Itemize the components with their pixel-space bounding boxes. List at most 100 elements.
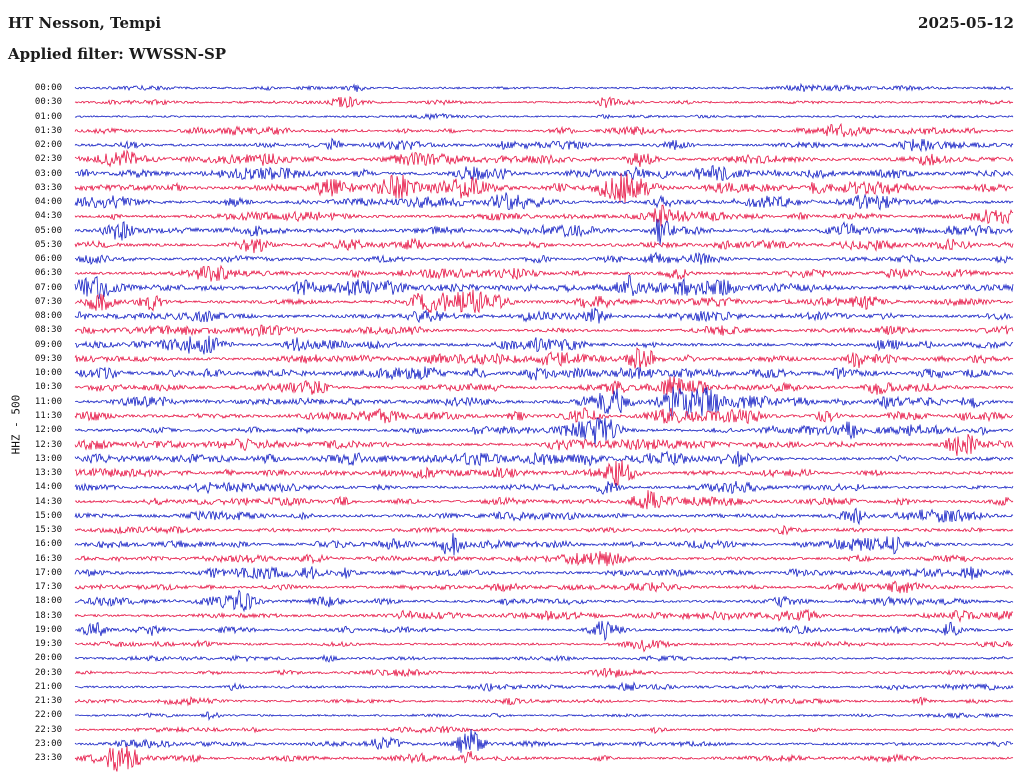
time-label: 14:00 [34, 482, 62, 493]
time-label: 21:00 [34, 681, 62, 692]
time-label: 21:30 [34, 696, 62, 707]
trace-02:00 [74, 137, 1014, 153]
trace-16:30 [74, 551, 1014, 567]
time-label: 06:30 [34, 268, 62, 279]
trace-15:30 [74, 524, 1014, 536]
time-label: 16:30 [34, 553, 62, 564]
time-label: 20:30 [34, 667, 62, 678]
time-label: 11:00 [34, 396, 62, 407]
date-label: 2025-05-12 [918, 14, 1014, 32]
time-label: 09:30 [34, 353, 62, 364]
time-label: 05:00 [34, 225, 62, 236]
time-label: 17:00 [34, 567, 62, 578]
trace-00:30 [74, 96, 1014, 109]
trace-03:00 [74, 164, 1014, 181]
time-label: 05:30 [34, 239, 62, 250]
time-label: 23:00 [34, 738, 62, 749]
time-label: 02:30 [34, 154, 62, 165]
trace-19:00 [74, 620, 1014, 642]
time-label: 22:30 [34, 724, 62, 735]
trace-08:00 [74, 307, 1014, 324]
time-label: 04:00 [34, 197, 62, 208]
time-label: 10:00 [34, 368, 62, 379]
time-label: 13:00 [34, 453, 62, 464]
time-label: 04:30 [34, 211, 62, 222]
trace-05:00 [74, 219, 1014, 246]
time-label: 12:30 [34, 439, 62, 450]
trace-23:30 [74, 745, 1014, 772]
trace-13:30 [74, 460, 1014, 486]
trace-07:00 [74, 274, 1014, 300]
trace-22:00 [74, 711, 1014, 722]
trace-20:30 [74, 667, 1014, 679]
time-label: 15:00 [34, 510, 62, 521]
trace-18:30 [74, 608, 1014, 623]
trace-17:00 [74, 566, 1014, 580]
trace-02:30 [74, 149, 1014, 168]
trace-11:30 [74, 407, 1014, 425]
time-label: 03:00 [34, 168, 62, 179]
time-label: 15:30 [34, 525, 62, 536]
time-label: 00:30 [34, 97, 62, 108]
time-label: 10:30 [34, 382, 62, 393]
time-label: 11:30 [34, 410, 62, 421]
trace-00:00 [74, 82, 1014, 92]
trace-12:30 [74, 434, 1014, 456]
trace-13:00 [74, 450, 1014, 468]
time-label: 14:30 [34, 496, 62, 507]
trace-06:30 [74, 264, 1014, 282]
trace-20:00 [74, 653, 1014, 663]
trace-04:30 [74, 204, 1014, 227]
filter-label: Applied filter: WWSSN-SP [8, 45, 227, 63]
trace-09:30 [74, 347, 1014, 371]
trace-21:00 [74, 681, 1014, 692]
time-label: 18:00 [34, 596, 62, 607]
time-label: 13:30 [34, 468, 62, 479]
trace-14:00 [74, 481, 1014, 495]
trace-23:00 [74, 728, 1014, 753]
trace-04:00 [74, 192, 1014, 211]
trace-21:30 [74, 695, 1014, 707]
trace-11:00 [74, 386, 1014, 417]
time-label: 22:00 [34, 710, 62, 721]
time-label: 03:30 [34, 182, 62, 193]
time-label: 00:00 [34, 83, 62, 93]
time-label: 20:00 [34, 653, 62, 664]
trace-09:00 [75, 335, 1014, 355]
trace-08:30 [74, 324, 1014, 338]
trace-10:30 [74, 376, 1014, 395]
trace-16:00 [74, 533, 1014, 556]
trace-12:00 [74, 417, 1014, 447]
time-label: 19:00 [34, 624, 62, 635]
trace-17:30 [74, 580, 1014, 594]
time-label: 16:00 [34, 539, 62, 550]
time-label: 08:00 [34, 311, 62, 322]
time-label: 02:00 [34, 140, 62, 151]
time-label: 07:30 [34, 296, 62, 307]
time-label: 01:30 [34, 125, 62, 136]
time-label: 17:30 [34, 582, 62, 593]
trace-19:30 [74, 639, 1014, 653]
trace-01:30 [74, 122, 1014, 138]
trace-06:00 [74, 251, 1014, 265]
time-label: 18:30 [34, 610, 62, 621]
station-title: HT Nesson, Tempi [8, 14, 162, 32]
trace-18:00 [74, 589, 1014, 613]
time-label: 01:00 [34, 111, 62, 122]
trace-15:00 [74, 507, 1014, 526]
time-label: 07:00 [34, 282, 62, 293]
time-label: 19:30 [34, 639, 62, 650]
trace-01:00 [74, 112, 1014, 121]
trace-10:00 [74, 366, 1014, 381]
time-label: 09:00 [34, 339, 62, 350]
trace-03:30 [74, 173, 1014, 204]
trace-07:30 [74, 289, 1014, 314]
trace-22:30 [74, 725, 1014, 735]
time-label: 12:00 [34, 425, 62, 436]
trace-05:30 [74, 237, 1014, 254]
time-label: 06:00 [34, 254, 62, 265]
time-label: 23:30 [34, 753, 62, 764]
trace-14:30 [74, 490, 1014, 510]
